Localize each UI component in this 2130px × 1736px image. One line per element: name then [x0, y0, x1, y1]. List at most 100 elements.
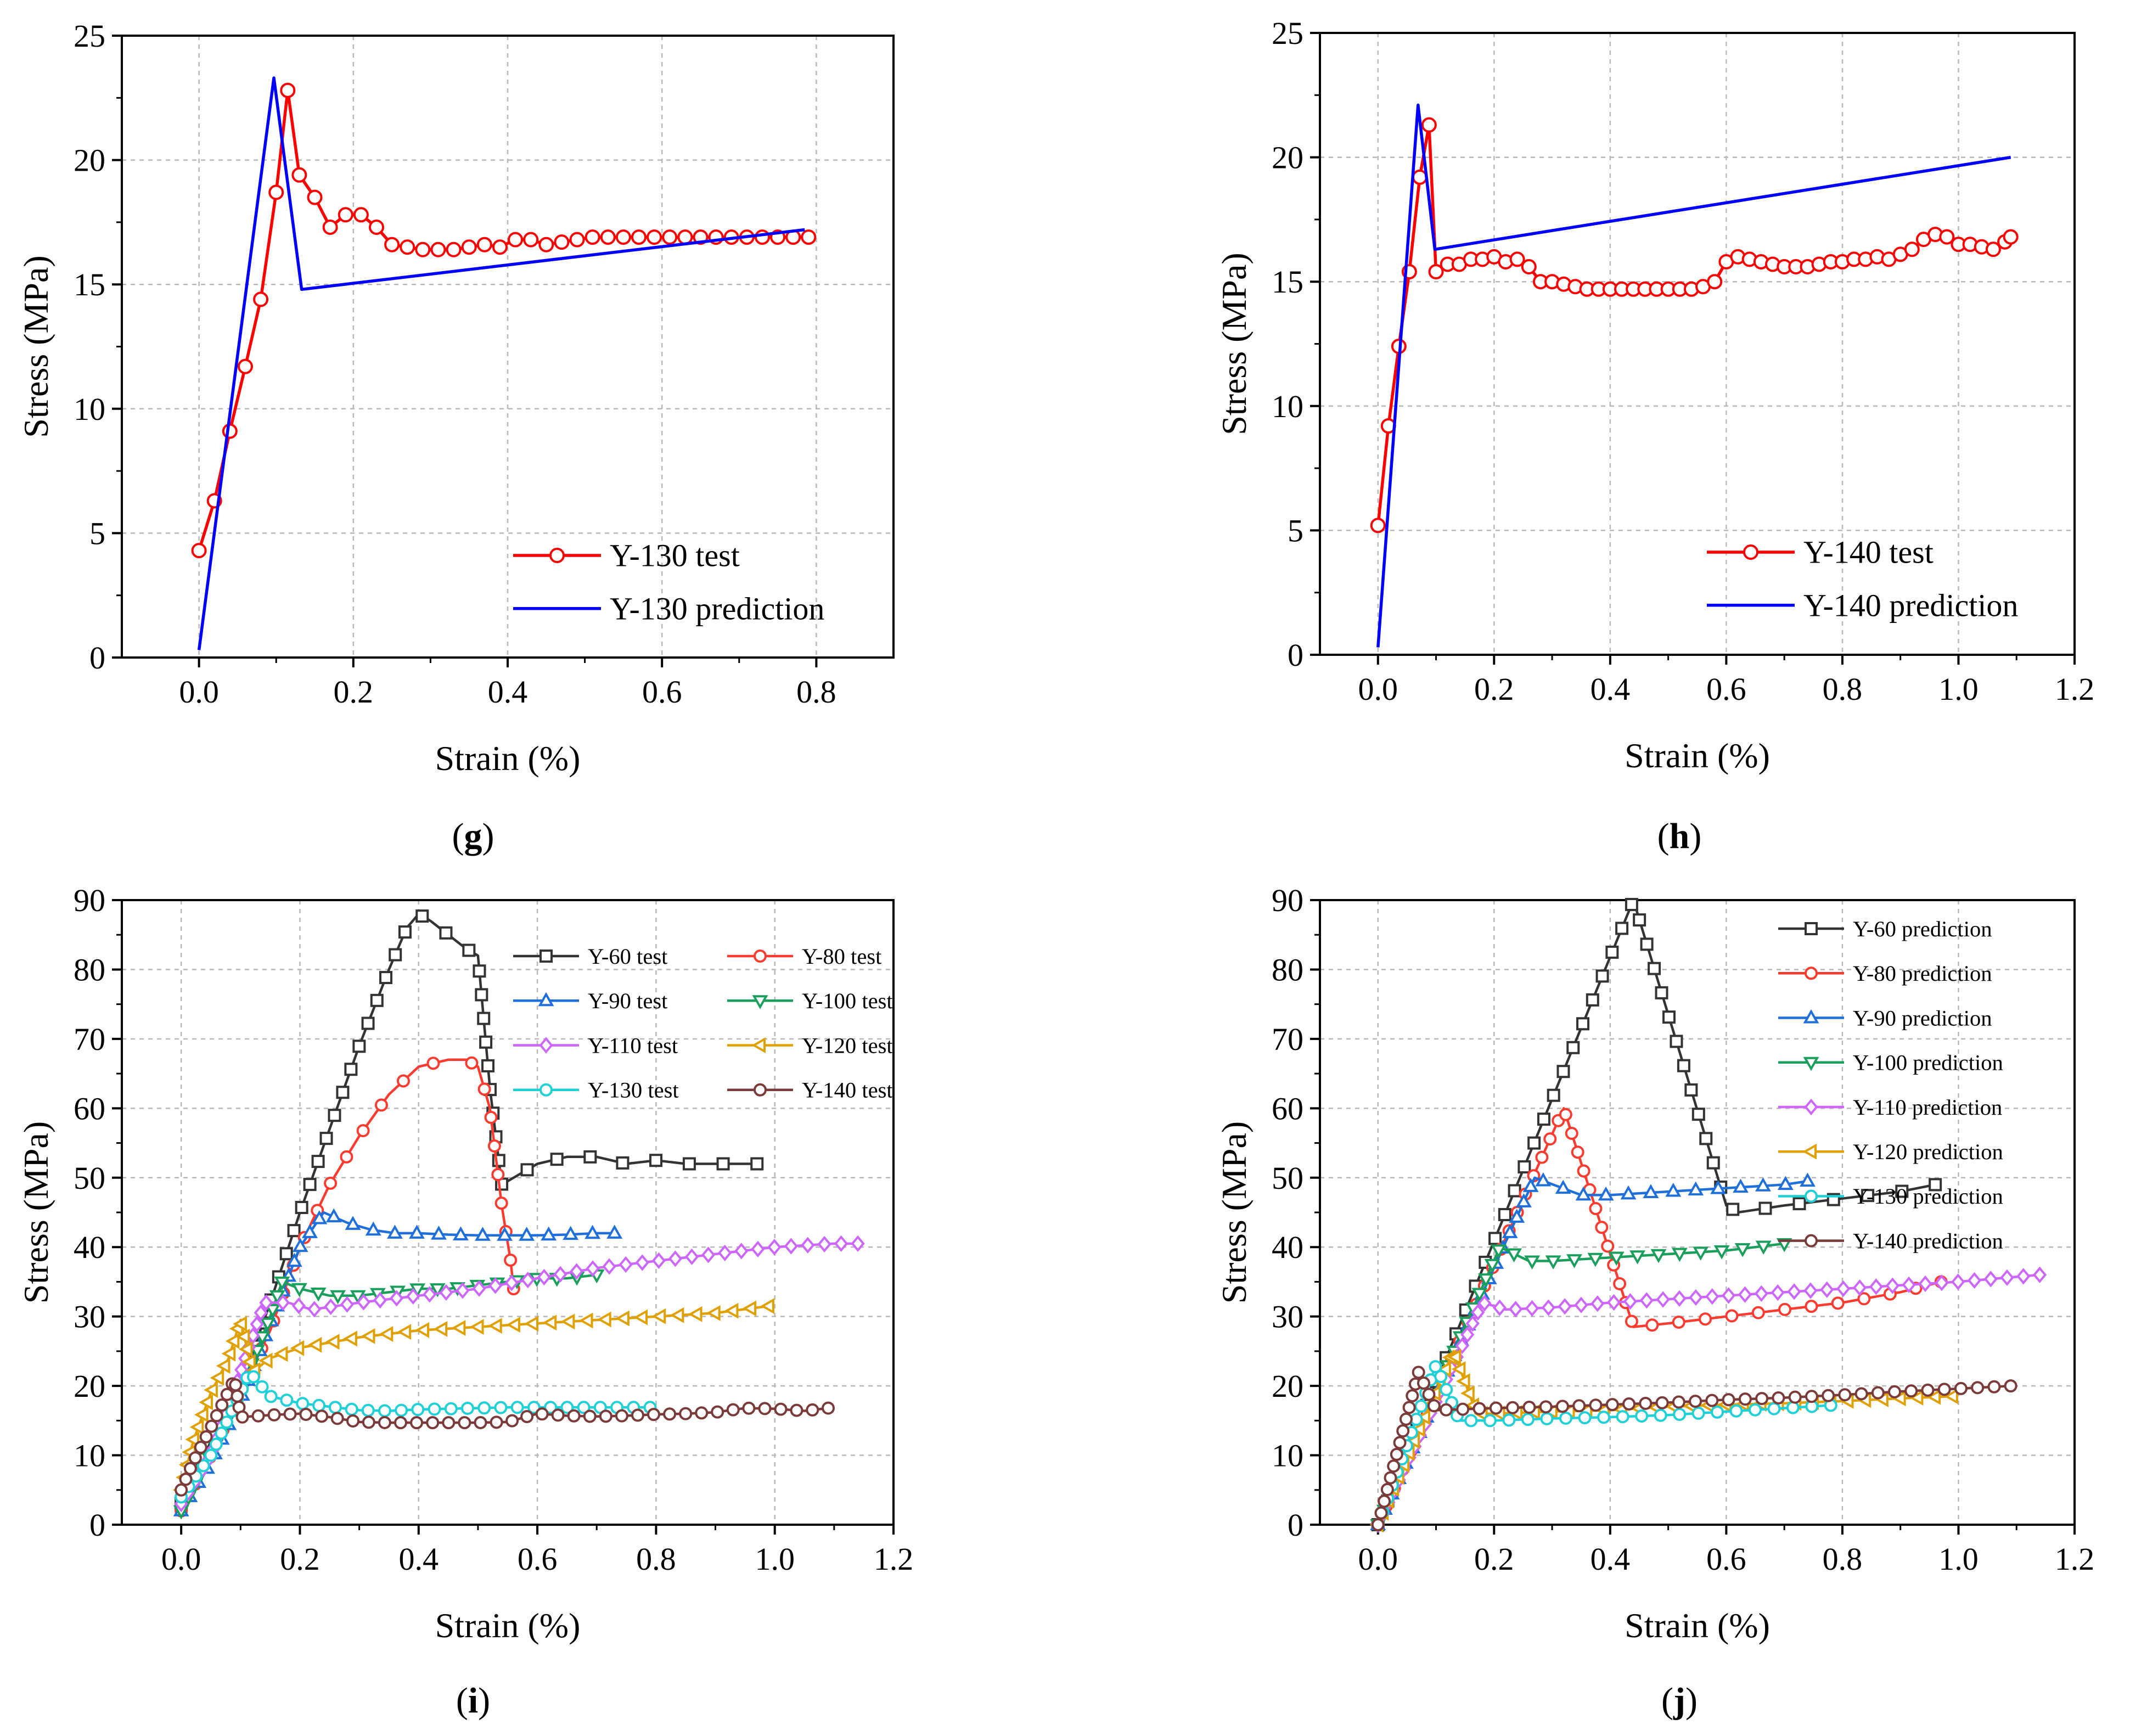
x-tick-label: 0.4 — [1591, 1541, 1631, 1577]
legend-marker — [1805, 922, 1818, 935]
data-point — [1713, 1245, 1730, 1260]
x-tick-label: 0.8 — [1823, 671, 1863, 707]
panel-caption: (i) — [456, 1681, 490, 1721]
data-point — [1498, 1207, 1511, 1221]
data-point — [204, 1448, 218, 1462]
data-point — [1987, 1380, 2001, 1394]
data-point — [490, 1415, 503, 1429]
data-point — [251, 1409, 265, 1423]
data-point — [235, 1328, 250, 1345]
series-y-120-prediction — [1369, 1349, 1958, 1533]
data-point — [267, 1408, 281, 1422]
data-point — [1711, 1405, 1724, 1419]
legend-item: Y-120 test — [727, 1033, 893, 1058]
data-point — [790, 1403, 803, 1417]
data-point — [1595, 969, 1609, 983]
data-point — [1478, 1273, 1494, 1288]
data-point — [1852, 1279, 1867, 1296]
series-line — [197, 76, 805, 650]
data-point — [1755, 1392, 1769, 1406]
data-point — [1629, 1250, 1646, 1265]
data-point — [1673, 1407, 1687, 1421]
data-point — [1589, 1201, 1603, 1215]
series-line — [180, 1370, 650, 1498]
data-point — [477, 1401, 491, 1415]
data-point — [368, 219, 384, 235]
data-point — [1489, 1401, 1503, 1415]
data-point — [1869, 1278, 1884, 1295]
data-point — [465, 1056, 479, 1070]
data-point — [1857, 1292, 1871, 1306]
data-point — [538, 237, 554, 252]
data-point — [460, 1402, 474, 1415]
data-point — [1399, 1412, 1413, 1426]
data-point — [356, 1124, 370, 1138]
data-point — [1954, 1381, 1968, 1395]
data-point — [1639, 1396, 1653, 1410]
data-point — [458, 1416, 471, 1430]
data-point — [1705, 1394, 1719, 1407]
data-point — [1387, 1459, 1401, 1473]
data-point — [472, 1280, 486, 1297]
data-point — [1755, 1177, 1771, 1192]
data-point — [1502, 1224, 1518, 1238]
data-point — [389, 1290, 404, 1307]
data-point — [1748, 1403, 1762, 1417]
data-point — [325, 1334, 340, 1350]
data-point — [1623, 1293, 1638, 1310]
data-point — [209, 1437, 223, 1451]
data-point — [1838, 1388, 1852, 1402]
data-point — [286, 1252, 302, 1267]
y-axis-label: Stress (MPa) — [16, 1121, 55, 1304]
data-point — [1888, 1385, 1902, 1398]
data-point — [560, 1401, 574, 1414]
data-point — [462, 943, 476, 957]
legend-item: Y-100 test — [727, 988, 893, 1013]
data-point — [183, 1462, 197, 1475]
data-point — [222, 423, 238, 439]
data-point — [551, 1408, 565, 1422]
data-point — [491, 1168, 505, 1182]
legend-marker — [539, 1037, 553, 1054]
data-point — [210, 1370, 224, 1386]
series-line — [180, 1378, 829, 1491]
data-point — [1595, 1221, 1609, 1234]
y-tick-label: 30 — [74, 1299, 105, 1335]
data-point — [701, 1246, 716, 1263]
data-point — [346, 1414, 360, 1428]
data-point — [688, 1306, 702, 1322]
data-point — [1672, 1316, 1685, 1329]
data-point — [1904, 1384, 1918, 1398]
data-point — [1488, 1232, 1502, 1245]
data-point — [185, 1431, 200, 1448]
data-point — [1951, 1273, 1965, 1290]
data-point — [310, 1287, 327, 1302]
data-point — [1820, 1281, 1834, 1298]
data-point — [220, 1415, 233, 1429]
data-point — [453, 1226, 469, 1240]
data-point — [599, 1409, 612, 1423]
data-point — [473, 964, 486, 978]
data-point — [225, 1333, 240, 1349]
data-point — [1587, 1252, 1604, 1267]
data-point — [258, 1352, 273, 1369]
series-y-140-test — [1370, 117, 2019, 533]
legend-marker — [752, 995, 768, 1009]
data-point — [505, 1414, 519, 1428]
data-point — [361, 1403, 375, 1417]
data-point — [2000, 1269, 2014, 1286]
data-point — [606, 1224, 623, 1239]
legend-item: Y-90 test — [513, 988, 668, 1013]
data-point — [352, 1040, 366, 1053]
data-point — [1547, 1088, 1560, 1102]
legend-marker — [538, 992, 554, 1007]
data-point — [1527, 1136, 1541, 1150]
panel-caption: (g) — [452, 816, 494, 856]
y-tick-label: 15 — [74, 267, 105, 302]
data-point — [1378, 1495, 1391, 1508]
data-point — [1822, 1389, 1835, 1402]
data-point — [1591, 1295, 1605, 1312]
data-point — [324, 1176, 338, 1190]
y-tick-label: 40 — [1272, 1229, 1303, 1265]
data-point — [585, 229, 600, 245]
